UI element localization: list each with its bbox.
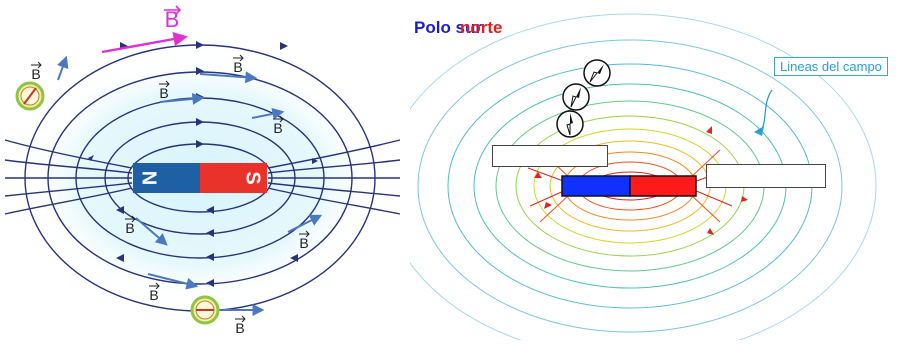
- pole-title: Polo sur norte: [414, 18, 503, 38]
- compass-icon: [15, 81, 45, 111]
- right-diagram: Polo sur norte Lineas del campo: [410, 0, 913, 340]
- svg-text:B: B: [233, 59, 242, 75]
- field-symbol: B: [125, 215, 136, 236]
- magnet-left-pole: [561, 175, 631, 197]
- magnet-right-pole: [629, 175, 697, 197]
- compass-icons: [556, 59, 611, 138]
- compass-icon: [583, 59, 611, 87]
- compass-icon: [562, 83, 590, 111]
- north-pole: [133, 163, 200, 193]
- compass-icon: [190, 295, 220, 325]
- vector-arrow: [287, 214, 323, 233]
- svg-text:B: B: [299, 235, 308, 251]
- north-label: N: [138, 171, 160, 185]
- field-symbol: B: [233, 54, 244, 75]
- callout-pointer: [759, 89, 773, 133]
- highlight-vector-arrow: [101, 31, 188, 54]
- vector-arrow: [135, 217, 168, 246]
- pole-title-sur: Polo sur: [414, 18, 483, 37]
- blank-label-box-left: [492, 145, 608, 167]
- svg-text:B: B: [159, 85, 168, 101]
- svg-text:B: B: [125, 220, 134, 236]
- vector-arrow: [57, 55, 69, 81]
- bar-magnet: N S: [133, 163, 267, 193]
- svg-text:B: B: [235, 320, 244, 336]
- bar-magnet-field-diagram: N S B B: [4, 5, 401, 336]
- compass-icon: [556, 110, 584, 138]
- field-line-left-e: [4, 187, 133, 215]
- field-line-left-d: [4, 182, 133, 197]
- field-line-right-e: [267, 187, 401, 215]
- field-vectors: [57, 55, 323, 316]
- bar-magnet: [561, 175, 697, 197]
- field-line-left-b: [4, 159, 133, 174]
- field-line-right-a: [267, 139, 401, 169]
- vector-arrow: [159, 92, 205, 105]
- field-line-right-b: [267, 159, 401, 174]
- blank-label-box-right: [706, 164, 826, 188]
- field-symbol: B: [159, 80, 170, 101]
- callout-arrow-head: [754, 126, 764, 136]
- pole-title-norte: norte: [460, 18, 503, 37]
- field-symbol: B: [299, 230, 310, 251]
- field-symbol-large: B: [164, 5, 182, 32]
- south-label: S: [242, 171, 264, 184]
- field-symbol: B: [31, 61, 42, 82]
- vector-arrow: [147, 273, 199, 290]
- svg-text:B: B: [273, 120, 282, 136]
- field-symbol: B: [235, 315, 246, 336]
- field-lines-callout: Lineas del campo: [774, 57, 888, 76]
- svg-text:B: B: [31, 66, 40, 82]
- vector-arrow: [251, 107, 285, 120]
- south-pole: [200, 163, 267, 193]
- field-line-left-a: [4, 139, 133, 169]
- vector-arrow: [199, 71, 258, 84]
- field-symbol: B: [273, 115, 284, 136]
- left-diagram: N S B B: [0, 0, 410, 340]
- field-symbol: B: [149, 282, 160, 303]
- field-symbol-labels: B B B B B B B B B: [31, 5, 310, 336]
- svg-text:B: B: [149, 287, 158, 303]
- magnet-field-lines-diagram: [410, 13, 877, 340]
- field-line-right-d: [267, 182, 401, 197]
